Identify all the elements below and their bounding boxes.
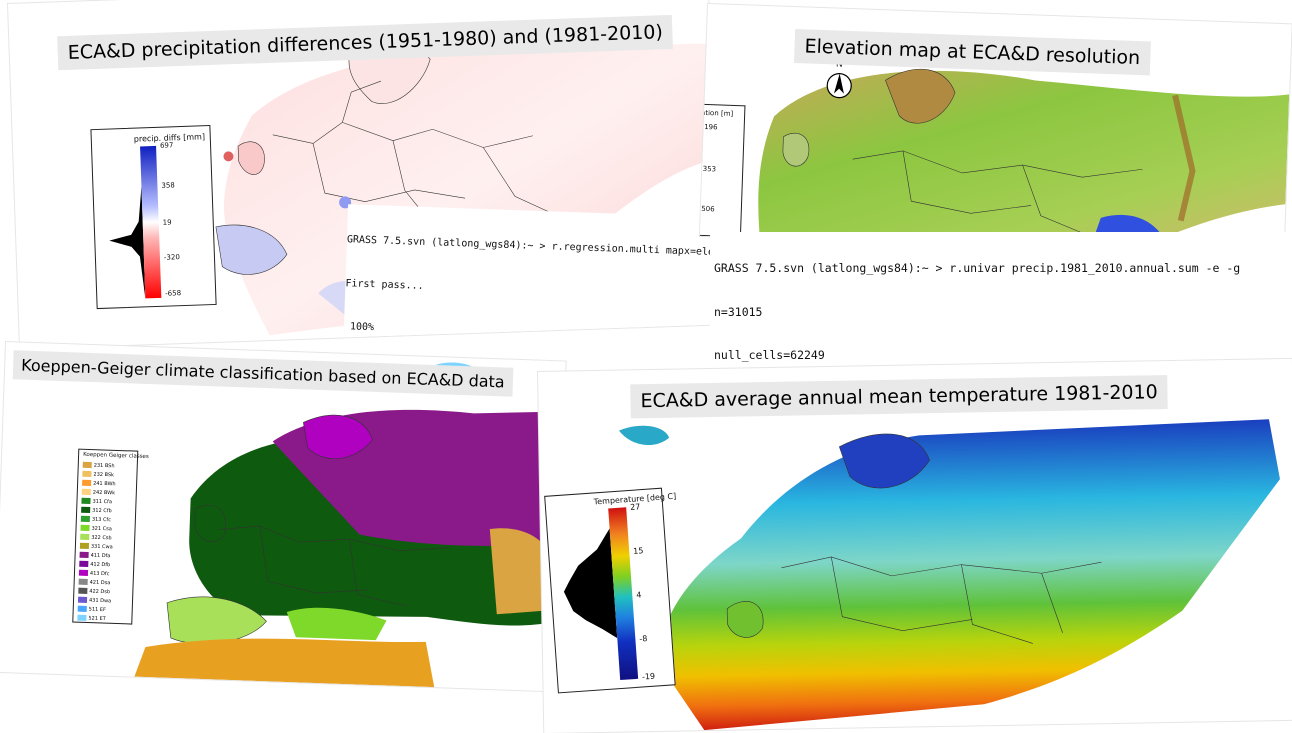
koeppen-label: 322 Csb xyxy=(91,534,112,542)
koeppen-label: 321 Csa xyxy=(91,525,112,533)
precip-tick-2: 358 xyxy=(161,181,175,190)
elevation-tick-2: 2353 xyxy=(699,164,717,174)
koeppen-swatch xyxy=(77,596,88,603)
precip-term-line: 100% xyxy=(343,321,375,334)
precip-tick-4: -320 xyxy=(163,253,180,262)
precip-histogram xyxy=(109,146,146,299)
elevation-panel: N Elevation [m] 3196 2353 1506 Elevation… xyxy=(699,4,1292,257)
elevation-legend: Elevation [m] 3196 2353 1506 xyxy=(699,103,746,238)
koeppen-swatch xyxy=(79,551,89,559)
temperature-histogram xyxy=(563,528,618,639)
koeppen-swatch xyxy=(81,506,91,514)
temperature-legend: Temperature [deg C] 27 15 4 -8 -19 xyxy=(544,487,676,694)
koeppen-swatch xyxy=(80,533,90,541)
univar-term-line: GRASS 7.5.svn (latlong_wgs84):~ > r.univ… xyxy=(714,261,1241,275)
univar-term-line: n=31015 xyxy=(714,304,763,319)
koeppen-label: 313 Cfc xyxy=(91,516,112,524)
elevation-legend-title: Elevation [m] xyxy=(699,108,734,118)
north-arrow-icon xyxy=(826,73,852,99)
koeppen-swatch xyxy=(81,497,91,505)
precip-legend: precip. diffs [mm] 697 358 19 -320 -658 xyxy=(90,125,217,310)
precip-term-line: GRASS 7.5.svn (latlong_wgs84):~ > r.regr… xyxy=(346,234,715,259)
koeppen-swatch xyxy=(79,542,90,550)
koeppen-label: 422 Dsb xyxy=(89,588,111,596)
temperature-tick-5: -19 xyxy=(641,671,656,682)
univar-term-line: null_cells=62249 xyxy=(714,348,825,362)
koeppen-label: 511 EF xyxy=(88,606,106,614)
precip-tick-5: -658 xyxy=(165,289,182,298)
koeppen-swatch xyxy=(82,470,92,478)
koeppen-label: 411 Dfa xyxy=(90,552,111,560)
koeppen-swatch xyxy=(78,578,88,585)
koeppen-label: 431 Dwa xyxy=(88,597,112,605)
koeppen-label: 311 Cfa xyxy=(92,498,113,506)
koeppen-swatch xyxy=(77,614,87,621)
precip-panel: precip. diffs [mm] 697 358 19 -320 -658 … xyxy=(8,0,720,349)
koeppen-label: 232 BSk xyxy=(93,471,115,479)
north-arrow: N xyxy=(825,60,854,100)
koeppen-swatch xyxy=(80,515,90,523)
koeppen-swatch xyxy=(82,461,92,469)
koeppen-label: 231 BSh xyxy=(93,462,115,470)
temperature-tick-3: 4 xyxy=(636,590,642,600)
koeppen-label: 413 Dfc xyxy=(89,570,110,578)
koeppen-swatch xyxy=(78,569,89,577)
temperature-tick-1: 27 xyxy=(629,502,641,512)
koeppen-swatch xyxy=(80,524,90,532)
precip-tick-3: 19 xyxy=(162,218,172,227)
precip-tick-1: 697 xyxy=(159,141,174,150)
koeppen-legend-list: 231 BSh 232 BSk 241 BWh 242 BWk 311 Cfa … xyxy=(77,461,116,625)
koeppen-label: 331 Cwa xyxy=(90,543,113,551)
temperature-tick-4: -8 xyxy=(639,634,648,644)
temperature-map xyxy=(619,419,1280,731)
temperature-tick-2: 15 xyxy=(632,546,644,556)
precip-term-line: First pass... xyxy=(345,277,424,292)
koeppen-label: 421 Dsa xyxy=(89,579,111,587)
koeppen-label: 241 BWh xyxy=(93,480,116,488)
koeppen-label: 312 Cfb xyxy=(92,507,112,515)
univar-terminal: GRASS 7.5.svn (latlong_wgs84):~ > r.univ… xyxy=(710,232,1292,667)
koeppen-swatch xyxy=(81,488,91,496)
koeppen-label: 412 Dfb xyxy=(90,561,111,569)
koeppen-panel: Koeppen Geiger classes 231 BSh 232 BSk 2… xyxy=(0,342,566,692)
koeppen-swatch xyxy=(77,605,87,612)
koeppen-swatch xyxy=(82,479,92,487)
koeppen-label: 242 BWk xyxy=(92,489,116,497)
koeppen-legend: Koeppen Geiger classes 231 BSh 232 BSk 2… xyxy=(72,448,149,625)
koeppen-swatch xyxy=(78,587,88,594)
koeppen-legend-item: 521 ET xyxy=(77,614,111,625)
koeppen-label: 521 ET xyxy=(88,615,106,623)
elevation-tick-3: 1506 xyxy=(699,204,715,214)
koeppen-swatch xyxy=(79,560,89,568)
precip-terminal: GRASS 7.5.svn (latlong_wgs84):~ > r.regr… xyxy=(343,204,718,349)
temperature-panel: Temperature [deg C] 27 15 4 -8 -19 ECA&D… xyxy=(538,358,1292,733)
koeppen-map xyxy=(134,362,564,688)
koeppen-legend-title: Koeppen Geiger classes xyxy=(83,451,149,461)
